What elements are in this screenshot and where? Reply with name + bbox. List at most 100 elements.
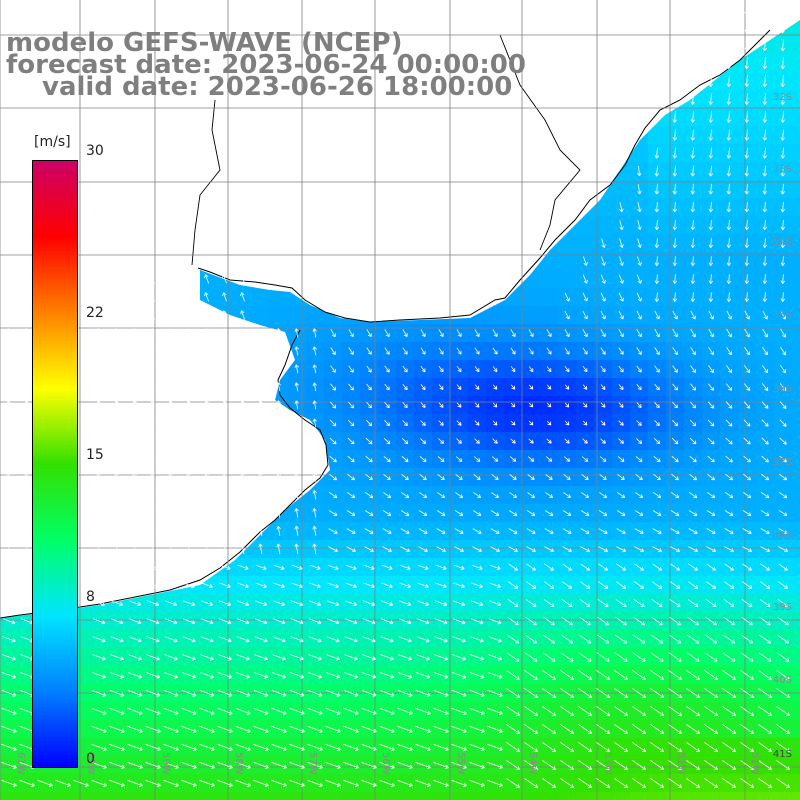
field-cell bbox=[666, 288, 685, 307]
wind-arrow bbox=[365, 437, 373, 445]
field-cell bbox=[0, 792, 19, 800]
wind-arrow bbox=[438, 420, 444, 426]
wind-arrow bbox=[96, 274, 101, 284]
wind-arrow bbox=[616, 528, 626, 534]
wind-arrow bbox=[384, 365, 390, 373]
wind-arrow bbox=[619, 256, 624, 266]
field-cell bbox=[792, 648, 800, 667]
wind-arrow bbox=[362, 672, 377, 679]
wind-arrow bbox=[200, 672, 215, 679]
wind-arrow bbox=[218, 654, 232, 661]
wind-arrow bbox=[744, 328, 750, 338]
wind-arrow bbox=[258, 346, 263, 356]
field-cell bbox=[594, 216, 613, 235]
wind-arrow bbox=[578, 778, 592, 788]
field-cell bbox=[792, 54, 800, 73]
field-cell bbox=[648, 144, 667, 163]
wind-arrow bbox=[186, 543, 191, 555]
wind-arrow bbox=[614, 634, 628, 644]
field-cell bbox=[774, 108, 793, 127]
wind-arrow bbox=[670, 528, 680, 534]
wind-arrow bbox=[616, 510, 626, 516]
wind-arrow bbox=[381, 582, 393, 589]
wind-arrow bbox=[508, 563, 518, 571]
wind-arrow bbox=[471, 582, 483, 589]
wind-arrow bbox=[634, 563, 644, 571]
field-cell bbox=[522, 792, 541, 800]
wind-arrow bbox=[762, 111, 767, 123]
wind-arrow bbox=[344, 654, 358, 661]
wind-arrow bbox=[634, 528, 644, 534]
wind-arrow bbox=[163, 690, 179, 697]
wind-arrow bbox=[435, 582, 447, 589]
wind-arrow bbox=[582, 329, 588, 338]
wind-arrow bbox=[509, 456, 517, 462]
wind-arrow bbox=[614, 742, 628, 752]
wind-arrow bbox=[726, 365, 732, 373]
wind-arrow bbox=[96, 346, 101, 356]
lat-label: 33S bbox=[773, 164, 792, 175]
wind-arrow bbox=[762, 238, 768, 249]
wind-arrow bbox=[654, 256, 660, 266]
wind-arrow bbox=[398, 618, 412, 625]
wind-arrow bbox=[508, 528, 518, 534]
field-cell bbox=[324, 792, 343, 800]
wind-arrow bbox=[222, 328, 227, 338]
wind-arrow bbox=[617, 492, 626, 498]
wind-arrow bbox=[725, 383, 733, 391]
wind-arrow bbox=[361, 779, 377, 787]
wind-arrow bbox=[600, 438, 606, 444]
wind-arrow bbox=[546, 347, 552, 355]
wind-arrow bbox=[526, 546, 536, 553]
wind-arrow bbox=[307, 743, 323, 751]
wind-arrow bbox=[415, 779, 431, 787]
wind-arrow bbox=[672, 401, 678, 409]
wind-arrow bbox=[487, 689, 503, 697]
field-cell bbox=[306, 504, 325, 523]
wind-arrow bbox=[276, 364, 281, 374]
wind-arrow bbox=[758, 760, 772, 770]
wind-arrow bbox=[726, 346, 732, 356]
wind-arrow bbox=[114, 310, 119, 320]
field-cell bbox=[792, 540, 800, 559]
wind-arrow bbox=[272, 654, 286, 661]
wind-arrow bbox=[632, 634, 646, 644]
wind-arrow bbox=[255, 564, 267, 570]
wind-arrow bbox=[132, 454, 137, 464]
wind-arrow bbox=[451, 707, 467, 715]
wind-arrow bbox=[506, 742, 520, 752]
wind-arrow bbox=[686, 706, 700, 716]
wind-arrow bbox=[670, 563, 680, 571]
wind-arrow bbox=[253, 707, 269, 715]
wind-arrow bbox=[309, 582, 321, 589]
wind-arrow bbox=[379, 725, 395, 733]
wind-arrow bbox=[744, 39, 749, 52]
wind-arrow bbox=[343, 743, 359, 751]
wind-arrow bbox=[168, 364, 173, 374]
wind-arrow bbox=[652, 563, 662, 571]
field-cell bbox=[576, 234, 595, 253]
wind-arrow bbox=[348, 347, 354, 355]
wind-arrow bbox=[672, 111, 677, 123]
wind-arrow bbox=[637, 220, 642, 230]
wind-arrow bbox=[163, 707, 179, 715]
field-cell bbox=[702, 792, 721, 800]
wind-arrow bbox=[672, 201, 678, 213]
wind-arrow bbox=[114, 436, 119, 446]
wind-arrow bbox=[743, 365, 751, 374]
wind-arrow bbox=[690, 165, 696, 177]
wind-arrow bbox=[528, 402, 534, 408]
wind-arrow bbox=[560, 778, 574, 788]
wind-arrow bbox=[326, 654, 340, 661]
wind-arrow bbox=[761, 455, 769, 463]
wind-arrow bbox=[492, 347, 498, 355]
wind-arrow bbox=[578, 688, 592, 698]
wind-arrow bbox=[330, 365, 336, 373]
wind-arrow bbox=[381, 564, 393, 570]
wind-arrow bbox=[596, 760, 610, 770]
wind-arrow bbox=[617, 474, 625, 480]
wind-arrow bbox=[490, 528, 500, 534]
wind-arrow bbox=[343, 707, 359, 715]
wind-arrow bbox=[780, 310, 786, 320]
wind-arrow bbox=[780, 57, 785, 70]
